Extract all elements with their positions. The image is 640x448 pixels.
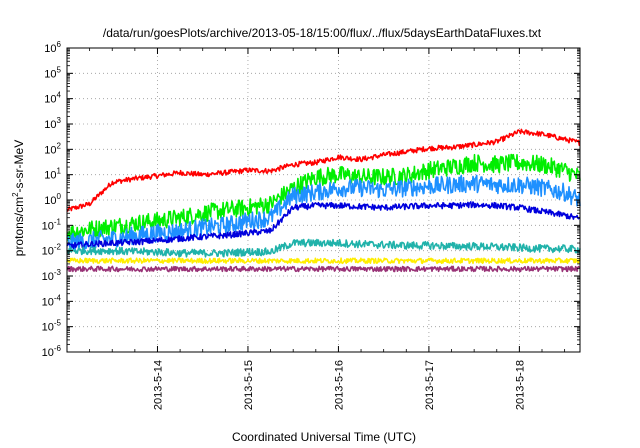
y-axis-label-main: protons/cm bbox=[12, 197, 26, 256]
y-tick-label: 105 bbox=[44, 65, 61, 80]
series-line-1 bbox=[66, 153, 581, 242]
y-axis-label-sup: 2 bbox=[11, 192, 20, 197]
series-line-5 bbox=[66, 257, 581, 265]
y-tick-label: 104 bbox=[44, 91, 61, 106]
chart-title: /data/run/goesPlots/archive/2013-05-18/1… bbox=[103, 26, 542, 40]
grid-lines bbox=[67, 48, 580, 352]
x-tick-label: 2013-5-17 bbox=[424, 360, 436, 410]
y-tick-label: 103 bbox=[44, 116, 61, 131]
y-tick-label: 100 bbox=[44, 192, 61, 207]
x-tick-label: 2013-5-16 bbox=[333, 360, 345, 410]
x-tick-label: 2013-5-15 bbox=[243, 360, 255, 410]
y-tick-label: 10-5 bbox=[42, 319, 62, 334]
series-line-0 bbox=[66, 128, 581, 212]
y-tick-label: 10-2 bbox=[42, 243, 62, 258]
x-axis-label: Coordinated Universal Time (UTC) bbox=[232, 430, 416, 444]
series-line-3 bbox=[66, 201, 581, 250]
y-tick-label: 106 bbox=[44, 40, 61, 55]
y-tick-label: 10-1 bbox=[42, 217, 62, 232]
data-series bbox=[66, 128, 581, 273]
y-tick-label: 10-3 bbox=[42, 268, 62, 283]
series-line-2 bbox=[66, 174, 581, 252]
axes: 10-6 10-5 10-4 10-3 10-2 10-1 100 101 102 103 104 1… bbox=[42, 40, 581, 410]
y-tick-label: 10-4 bbox=[42, 293, 62, 308]
y-tick-label: 10-6 bbox=[42, 344, 62, 359]
y-tick-label: 102 bbox=[44, 141, 61, 156]
series-line-6 bbox=[66, 265, 581, 273]
x-tick-label: 2013-5-18 bbox=[514, 360, 526, 410]
series-line-4 bbox=[66, 238, 581, 258]
y-axis-label: protons/cm2-s-sr-MeV bbox=[11, 140, 26, 256]
y-axis-label-rest: -s-sr-MeV bbox=[12, 140, 26, 193]
x-tick-label: 2013-5-14 bbox=[152, 360, 164, 410]
y-tick-label: 101 bbox=[44, 167, 61, 182]
